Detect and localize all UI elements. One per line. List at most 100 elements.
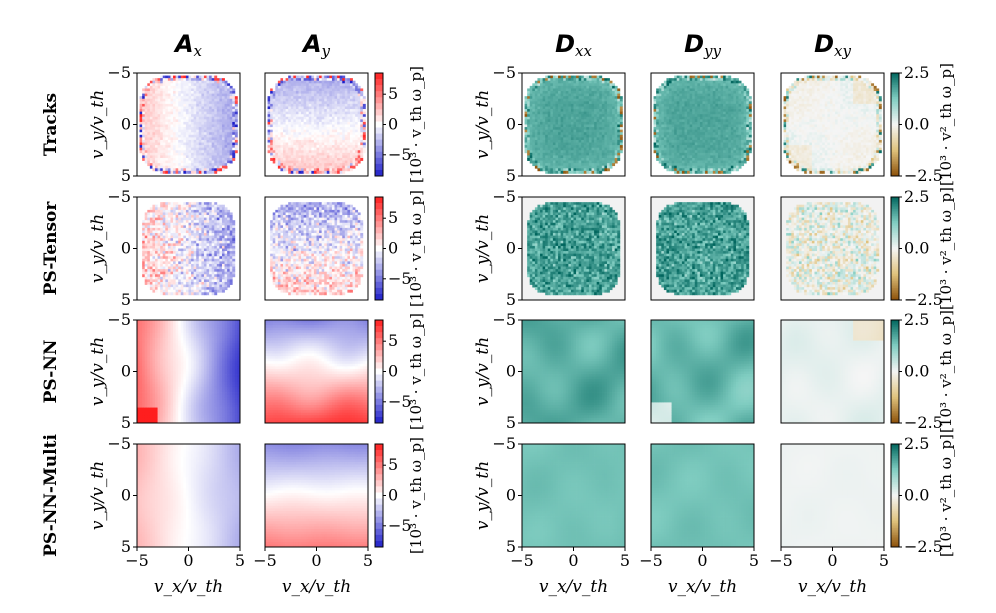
heatmap-cell [599,111,603,115]
heatmap-cell [175,129,179,133]
heatmap-cell [180,157,184,161]
heatmap-cell [188,83,192,87]
heatmap-cell [529,121,533,125]
heatmap-cell [674,152,678,156]
heatmap-cell [196,119,200,123]
heatmap-cell [288,93,292,97]
heatmap-cell [578,155,582,159]
heatmap-cell [573,106,577,110]
heatmap-cell [669,145,672,149]
heatmap-cell [267,139,271,143]
heatmap-cell [581,137,585,141]
heatmap-cell [697,96,701,100]
heatmap-cell [206,139,210,143]
heatmap-cell [596,101,600,105]
heatmap-cell [671,132,675,136]
heatmap-cell [214,160,218,164]
heatmap-cell [689,155,693,159]
heatmap-cell [280,80,284,84]
heatmap-cell [173,98,176,102]
heatmap-cell [209,139,213,143]
heatmap-cell [221,157,225,161]
heatmap-cell [144,114,148,118]
heatmap-cell [277,142,281,146]
heatmap-cell [209,85,213,89]
heatmap-cell [565,160,569,164]
heatmap-cell [684,109,688,112]
heatmap-cell [527,114,531,118]
heatmap-cell [586,137,590,141]
heatmap-cell [594,121,598,125]
heatmap-cell [173,142,176,146]
heatmap-cell [203,127,207,131]
heatmap-cell [563,170,567,174]
heatmap-cell [586,103,590,107]
heatmap-cell [285,119,289,123]
heatmap-cell [614,85,618,89]
heatmap-cell [321,106,325,110]
heatmap-cell [224,132,228,136]
heatmap-cell [609,98,613,102]
heatmap-cell [316,96,320,100]
heatmap-cell [591,124,595,128]
heatmap-cell [656,157,660,161]
heatmap-cell [550,78,554,82]
heatmap-cell [702,127,706,131]
heatmap-cell [563,93,567,97]
heatmap-cell [196,75,200,79]
heatmap-cell [303,139,307,143]
heatmap-cell [555,96,559,100]
heatmap-cell [280,101,284,105]
heatmap-cell [583,168,587,172]
heatmap-cell [188,150,192,154]
heatmap-cell [707,83,711,87]
heatmap-cell [180,127,184,131]
heatmap-cell [588,157,592,161]
heatmap-cell [349,142,353,146]
heatmap-cell [319,139,322,143]
heatmap-cell [165,80,169,84]
heatmap-cell [201,170,205,174]
heatmap-cell [588,91,592,94]
heatmap-cell [658,124,662,128]
heatmap-cell [694,137,698,141]
heatmap-cell [326,121,330,125]
heatmap-cell [157,114,161,118]
heatmap-cell [560,145,564,149]
heatmap-cell [617,98,621,102]
heatmap-cell [201,80,205,84]
heatmap-cell [234,111,238,115]
heatmap-cell [663,134,667,138]
heatmap-cell [295,93,299,97]
heatmap-cell [684,78,688,82]
heatmap-cell [206,137,210,141]
heatmap-cell [702,145,706,149]
heatmap-cell [527,134,531,138]
heatmap-cell [666,119,670,123]
heatmap-cell [331,134,335,138]
heatmap-cell [653,145,657,149]
heatmap-cell [331,85,335,89]
heatmap-cell [352,93,356,97]
heatmap-cell [198,91,202,94]
heatmap-cell [167,96,171,100]
heatmap-cell [604,103,608,107]
heatmap-cell [149,165,153,169]
heatmap-cell [321,157,325,161]
heatmap-cell [692,83,696,87]
heatmap-cell [702,78,706,82]
heatmap-cell [290,124,294,128]
heatmap-cell [689,145,693,149]
heatmap-cell [591,111,595,115]
heatmap-cell [573,80,577,84]
heatmap-cell [588,127,592,131]
heatmap-cell [209,98,213,102]
heatmap-cell [290,132,294,136]
heatmap-cell [288,109,292,112]
heatmap-cell [596,142,600,146]
heatmap-cell [188,111,192,115]
heatmap-cell [162,139,166,143]
heatmap-cell [270,129,274,133]
heatmap-cell [221,96,225,100]
heatmap-cell [339,168,343,172]
